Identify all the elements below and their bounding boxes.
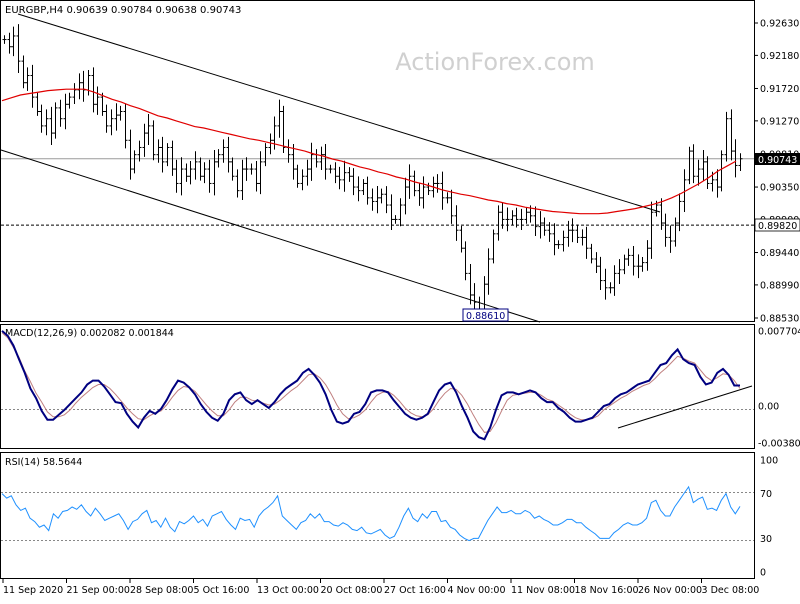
channel-lower-line: [0, 149, 541, 323]
time-tick-label: 21 Sep 00:00: [67, 585, 130, 596]
macd-tick-label: -0.003804: [758, 439, 800, 450]
low-label: 0.88610: [466, 311, 505, 322]
time-tick-label: 13 Oct 00:00: [257, 585, 319, 596]
support-level-box: [754, 218, 800, 232]
time-tick-label: 20 Oct 08:00: [321, 585, 383, 596]
time-tick-label: 26 Nov 00:00: [638, 585, 702, 596]
rsi-tick-label: 100: [760, 456, 778, 467]
current-price-label: 0.90743: [758, 155, 797, 166]
price-tick-label: 0.89440: [760, 248, 799, 259]
price-tick-label: 0.88990: [760, 280, 799, 291]
macd-trendline: [617, 385, 753, 429]
macd-tick-label: 0.00: [758, 402, 779, 413]
price-axis: 0.926300.921800.917200.912700.908100.903…: [754, 19, 799, 325]
macd-panel-frame: [0, 324, 755, 449]
symbol-info: EURGBP,H4 0.90639 0.90784 0.90638 0.9074…: [5, 5, 241, 16]
low-label-box: [462, 308, 509, 322]
price-tick-label: 0.92630: [760, 19, 799, 30]
rsi-tick-label: 0: [760, 568, 766, 579]
macd-label: MACD(12,26,9) 0.002082 0.001844: [5, 328, 174, 339]
macd-main-line: [1, 330, 740, 441]
rsi-tick-label: 70: [760, 489, 772, 500]
macd-signal-line: [1, 332, 741, 433]
rsi-panel-frame: [0, 452, 755, 579]
time-axis: 11 Sep 2020 21 Sep 00:00 28 Sep 08:00 5 Oct…: [2, 579, 760, 596]
price-bars: [2, 24, 743, 318]
time-tick-label: 5 Oct 16:00: [194, 585, 250, 596]
rsi-tick-label: 30: [760, 534, 772, 545]
watermark: ActionForex.com: [395, 48, 595, 76]
price-panel-frame: [0, 0, 755, 322]
channel-upper-line: [17, 13, 661, 213]
support-level-label: 0.89820: [758, 221, 797, 232]
rsi-label: RSI(14) 58.5644: [5, 457, 82, 468]
rsi-line: [1, 485, 741, 542]
macd-axis: 0.007704 0.00 -0.003804: [758, 326, 800, 449]
time-tick-label: 4 Nov 00:00: [448, 585, 506, 596]
time-tick-label: 27 Oct 16:00: [384, 585, 446, 596]
price-tick-label: 0.88530: [760, 314, 799, 325]
price-channel-lines: [0, 13, 661, 323]
price-tick-label: 0.91270: [760, 116, 799, 127]
price-tick-label: 0.90350: [760, 183, 799, 194]
price-tick-label: 0.91720: [760, 84, 799, 95]
price-tick-label: 0.92180: [760, 51, 799, 62]
time-tick-label: 3 Dec 08:00: [702, 585, 760, 596]
price-reference-lines: [1, 158, 754, 226]
time-tick-label: 11 Nov 08:00: [511, 585, 575, 596]
macd-tick-label: 0.007704: [758, 326, 800, 337]
time-tick-label: 18 Nov 16:00: [575, 585, 639, 596]
time-tick-label: 11 Sep 2020: [3, 585, 63, 596]
rsi-axis: 100 70 30 0: [760, 456, 778, 579]
moving-average-line: [1, 88, 737, 215]
time-tick-label: 28 Sep 08:00: [130, 585, 193, 596]
current-price-box: [755, 153, 800, 165]
